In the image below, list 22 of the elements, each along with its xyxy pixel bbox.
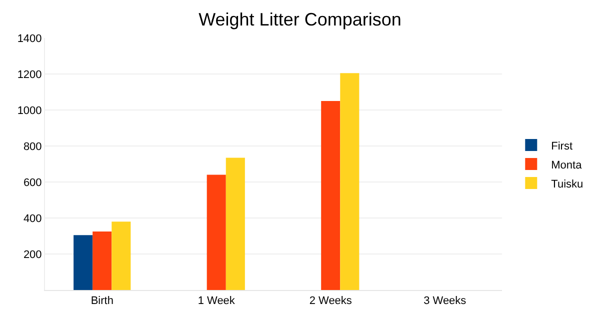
bar bbox=[92, 232, 112, 290]
bar bbox=[74, 235, 93, 290]
y-tick-label: 1200 bbox=[17, 68, 42, 81]
y-tick-label: 400 bbox=[23, 212, 42, 225]
y-tick-label: 1400 bbox=[17, 32, 42, 45]
x-tick-label: 2 Weeks bbox=[309, 295, 352, 308]
y-tick-label: 1000 bbox=[17, 104, 42, 117]
bar bbox=[112, 222, 131, 290]
bar bbox=[340, 73, 360, 290]
chart-title: Weight Litter Comparison bbox=[198, 9, 402, 30]
bar bbox=[226, 158, 245, 290]
legend-label: Monta bbox=[551, 159, 583, 172]
y-tick-label: 200 bbox=[23, 248, 42, 261]
bar bbox=[321, 101, 340, 290]
x-tick-label: 3 Weeks bbox=[424, 295, 467, 308]
legend-label: Tuisku bbox=[551, 178, 584, 190]
y-tick-label: 600 bbox=[23, 176, 42, 189]
y-tick-label: 800 bbox=[23, 140, 42, 153]
x-tick-label: 1 Week bbox=[198, 295, 236, 308]
x-tick-label: Birth bbox=[90, 295, 114, 308]
legend-label: First bbox=[551, 140, 573, 152]
bar bbox=[206, 174, 226, 290]
